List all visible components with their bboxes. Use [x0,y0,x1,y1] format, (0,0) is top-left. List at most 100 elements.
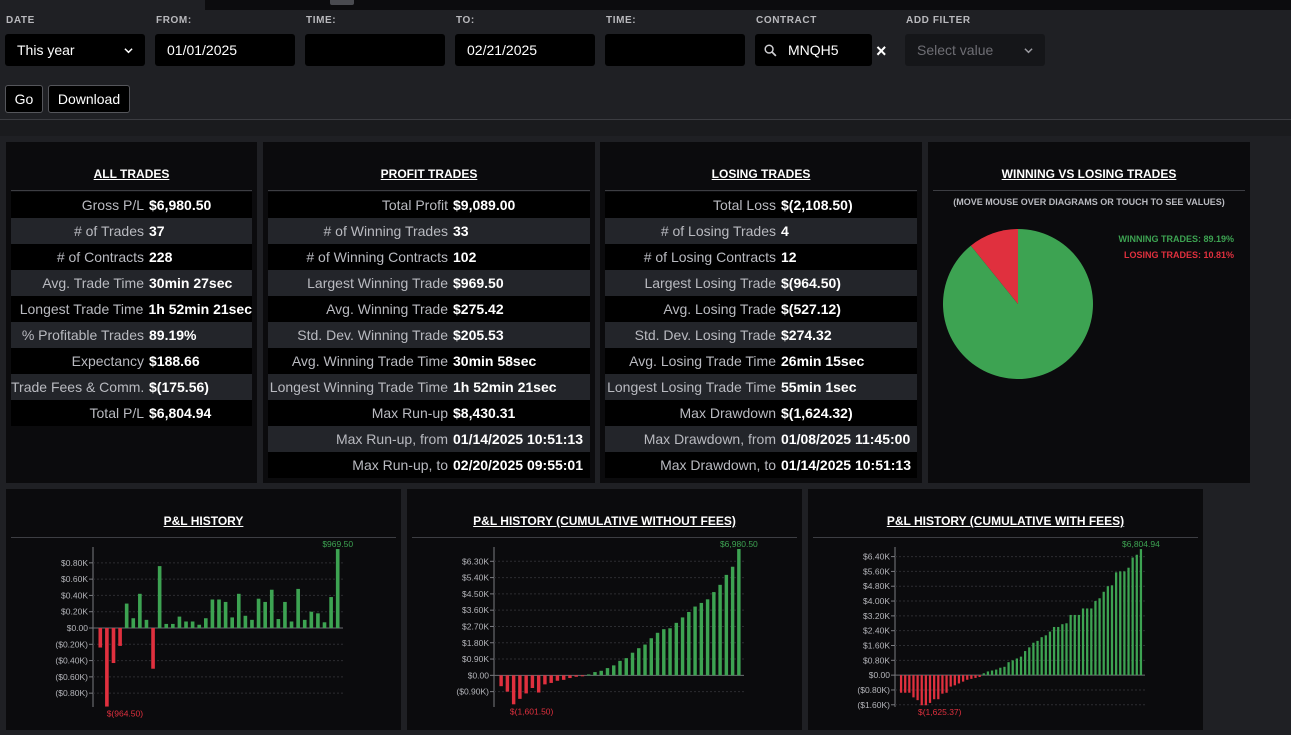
bar[interactable] [961,675,965,682]
bar[interactable] [1090,608,1093,676]
bar[interactable] [990,670,994,676]
bar[interactable] [908,675,911,693]
bar[interactable] [518,675,522,699]
bar[interactable] [974,675,977,678]
bar[interactable] [1123,571,1126,676]
bar[interactable] [1086,608,1089,676]
bar[interactable] [904,675,907,693]
to-date-input[interactable]: 02/21/2025 [455,34,595,66]
bar[interactable] [511,675,516,705]
bar[interactable] [899,675,903,693]
bar[interactable] [612,665,616,676]
pl-history-chart[interactable]: $0.80K $0.60K $0.40K $0.20K $0.00 ($0.20K) ($0… [6,541,401,726]
pl-cumulative-chart[interactable]: $6.30K $5.40K $4.50K $3.60K $2.70K $1.80K $0.9… [407,541,802,726]
bar[interactable] [924,675,928,706]
bar[interactable] [668,628,672,676]
bar[interactable] [953,675,956,686]
bar[interactable] [966,675,969,680]
bar[interactable] [144,619,149,628]
bar[interactable] [296,588,300,628]
bar[interactable] [524,675,528,694]
pl-cumulative-fees-chart[interactable]: $6.40K $5.60K $4.80K $4.00K $3.20K $2.40K $1.6… [808,541,1203,726]
bar[interactable] [1102,591,1105,676]
bar[interactable] [643,644,647,676]
contract-search-input[interactable]: MNQH5 [755,34,872,66]
bar[interactable] [329,597,333,628]
bar[interactable] [543,675,547,685]
bar[interactable] [256,598,261,628]
bar[interactable] [223,601,228,628]
bar[interactable] [316,613,320,628]
bar[interactable] [289,621,294,628]
bar[interactable] [151,628,155,669]
bar[interactable] [1073,614,1076,676]
bar[interactable] [283,601,287,628]
bar[interactable] [945,675,948,693]
bar[interactable] [737,548,741,676]
bar[interactable] [1007,662,1010,676]
bar[interactable] [138,593,142,628]
bar[interactable] [555,675,560,681]
bar[interactable] [536,675,541,693]
bar[interactable] [190,621,195,628]
bar[interactable] [1023,651,1027,676]
bar[interactable] [177,616,182,628]
bar[interactable] [236,593,241,628]
bar[interactable] [1011,660,1014,676]
bar[interactable] [561,675,566,680]
bar[interactable] [1135,554,1138,676]
bar[interactable] [999,667,1002,676]
bar[interactable] [920,675,923,706]
bar[interactable] [105,628,109,707]
bar[interactable] [662,629,666,676]
add-filter-select[interactable]: Select value [905,34,1045,66]
bar[interactable] [1114,572,1118,676]
date-range-select[interactable]: This year [5,34,145,66]
bar[interactable] [718,584,722,676]
win-loss-pie-chart[interactable] [942,228,1094,380]
bar[interactable] [335,549,340,628]
bar[interactable] [1061,624,1064,676]
active-tab-stub[interactable] [0,0,205,10]
bar[interactable] [982,673,985,676]
bar[interactable] [995,669,998,676]
bar[interactable] [269,589,274,628]
bar[interactable] [1098,598,1101,676]
bar[interactable] [171,623,175,628]
bar[interactable] [302,619,307,628]
bar[interactable] [593,672,597,676]
bar[interactable] [580,675,585,677]
bar[interactable] [111,628,116,664]
time-to-input[interactable] [605,34,745,66]
bar[interactable] [250,619,254,628]
bar[interactable] [1052,626,1056,676]
bar[interactable] [1081,608,1085,676]
bar[interactable] [970,675,973,679]
bar[interactable] [957,675,961,684]
bar[interactable] [1036,640,1039,676]
bar[interactable] [1119,571,1122,676]
bar[interactable] [649,638,654,676]
bar[interactable] [1110,585,1114,676]
bar[interactable] [949,675,952,687]
bar[interactable] [322,622,327,628]
bar[interactable] [933,675,936,700]
bar[interactable] [499,675,503,687]
bar[interactable] [730,566,735,676]
bar[interactable] [309,611,314,628]
bar[interactable] [1065,623,1068,676]
go-button[interactable]: Go [5,85,43,113]
bar[interactable] [941,675,944,694]
bar[interactable] [674,622,679,676]
clear-contract-button[interactable]: × [876,41,887,61]
bar[interactable] [1131,557,1134,676]
bar[interactable] [712,592,716,676]
bar[interactable] [276,619,281,628]
bar[interactable] [210,599,215,628]
time-from-input[interactable] [305,34,445,66]
bar[interactable] [705,599,710,676]
bar[interactable] [605,668,610,676]
bar[interactable] [203,618,208,628]
bar[interactable] [1139,549,1143,676]
bar[interactable] [1003,666,1006,676]
